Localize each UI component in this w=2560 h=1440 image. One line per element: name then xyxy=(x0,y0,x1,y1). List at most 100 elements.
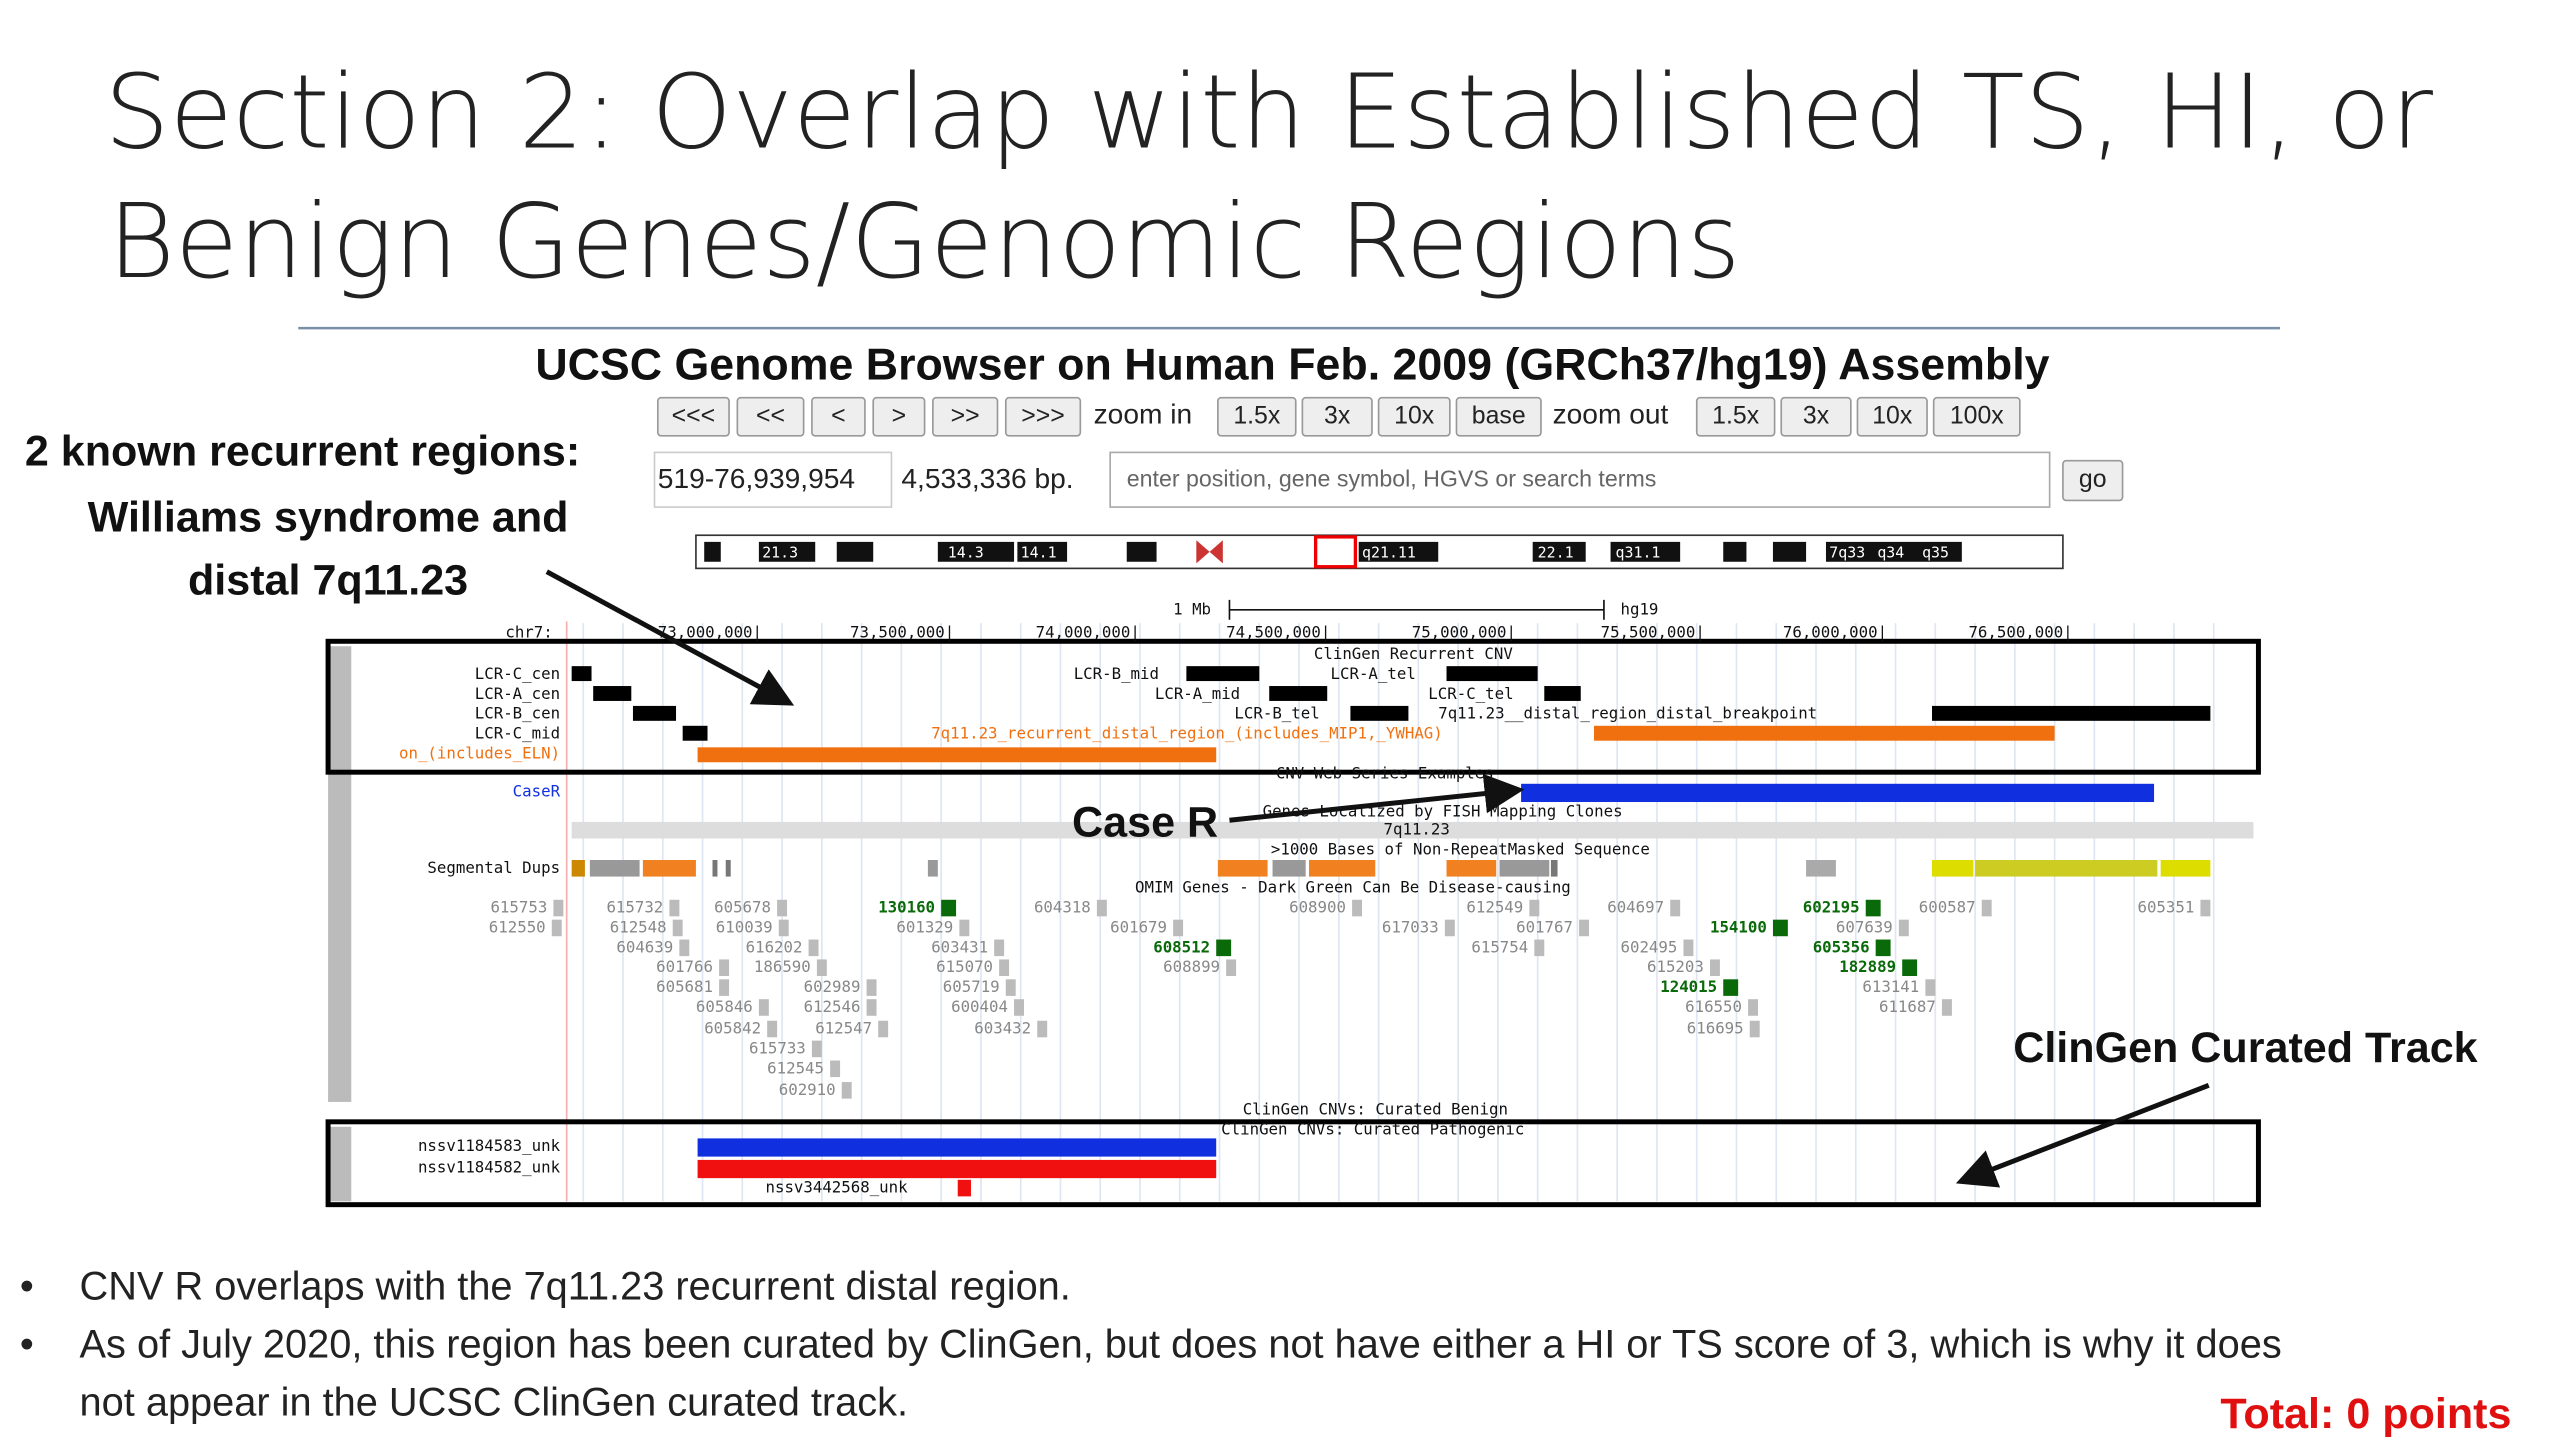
omim-gene: 613141 xyxy=(1862,977,1919,996)
track-label: on_(includes_ELN) xyxy=(399,743,560,762)
omim-gene: 600404 xyxy=(951,997,1008,1016)
size: 4,533,336 bp. xyxy=(901,463,1073,494)
omim-block xyxy=(1709,959,1720,976)
segdup xyxy=(1217,860,1268,877)
arrow xyxy=(1955,1083,2210,1188)
omim-gene: 605351 xyxy=(2137,898,2194,917)
texts: Section 2: Overlap with Established TS, … xyxy=(20,54,2512,1439)
omim-block xyxy=(758,999,769,1016)
button-label: 10x xyxy=(1872,402,1913,429)
segdup xyxy=(1446,860,1497,877)
omim-gene: 605356 xyxy=(1813,937,1870,956)
omim-block xyxy=(1748,999,1759,1016)
track-item: 7q11.23 xyxy=(1384,820,1450,839)
omim-block xyxy=(1865,899,1881,917)
omim-gene: 186590 xyxy=(754,957,811,976)
omim-gene: 603432 xyxy=(974,1019,1031,1038)
omim-block xyxy=(994,939,1005,957)
browser-heading: UCSC Genome Browser on Human Feb. 2009 (… xyxy=(535,341,2049,390)
omim-gene: 603431 xyxy=(931,937,988,956)
omim-block xyxy=(1925,979,1936,996)
track-item: LCR-C_tel xyxy=(1428,684,1513,703)
ruler-label: 75,000,000| xyxy=(1412,623,1516,642)
button xyxy=(656,396,730,437)
ruler-label: 76,500,000| xyxy=(1968,623,2072,642)
track-label: LCR-C_cen xyxy=(475,664,560,683)
button xyxy=(932,396,999,437)
segdup xyxy=(2160,860,2211,877)
button-label: go xyxy=(2079,466,2107,493)
omim-block xyxy=(1875,939,1891,957)
ruler-label: 74,000,000| xyxy=(1036,623,1140,642)
callout: Case R xyxy=(1072,799,1218,847)
button-label: base xyxy=(1472,402,1526,429)
callout: Williams syndrome and xyxy=(88,494,569,542)
segdup xyxy=(642,860,696,877)
omim-gene: 615733 xyxy=(749,1038,806,1057)
button xyxy=(1780,396,1852,437)
omim-block xyxy=(959,919,970,937)
omim-block xyxy=(1941,999,1952,1016)
search-placeholder: enter position, gene symbol, HGVS or sea… xyxy=(1127,466,1657,492)
callout: distal 7q11.23 xyxy=(188,557,468,605)
omim-block xyxy=(719,979,730,996)
omim-gene: 605681 xyxy=(656,977,713,996)
omim-gene: 604639 xyxy=(616,937,673,956)
track-title: OMIM Genes - Dark Green Can Be Disease-c… xyxy=(1135,878,1571,897)
omim-block xyxy=(553,899,564,917)
omim-block xyxy=(999,959,1010,976)
track-label: LCR-A_cen xyxy=(475,684,560,703)
track-title: >1000 Bases of Non-RepeatMasked Sequence xyxy=(1271,840,1650,859)
case-bar xyxy=(1521,783,2155,803)
omim-block xyxy=(1898,919,1909,937)
omim-block xyxy=(1670,899,1681,917)
button-label: <<< xyxy=(672,402,716,429)
track-item: LCR-A_tel xyxy=(1331,664,1416,683)
omim-gene: 617033 xyxy=(1382,917,1439,936)
zoom-label: zoom out xyxy=(1553,398,1669,429)
omim-block xyxy=(1772,919,1788,937)
segdup xyxy=(571,860,585,877)
curated-bar xyxy=(957,1179,971,1197)
bullet: not appear in the UCSC ClinGen curated t… xyxy=(80,1381,909,1425)
recurrent-bars xyxy=(571,666,2211,763)
button xyxy=(1695,396,1776,437)
button-label: << xyxy=(756,402,785,429)
segdup xyxy=(712,860,718,877)
scale-label: 1 Mb xyxy=(1173,599,1211,618)
omim-block xyxy=(1444,919,1455,937)
band-label: 14.3 xyxy=(948,543,984,561)
omim-block xyxy=(1749,1020,1760,1038)
omim-gene: 604318 xyxy=(1034,898,1091,917)
omim-block xyxy=(719,959,730,976)
track-label: nssv1184583_unk xyxy=(418,1136,561,1155)
button-label: >>> xyxy=(1021,402,1065,429)
side-strip xyxy=(328,646,352,1102)
bullet-dot: • xyxy=(20,1323,34,1367)
search-input xyxy=(1109,451,2051,508)
position: 519-76,939,954 xyxy=(658,463,855,494)
omim-gene: 615754 xyxy=(1471,937,1528,956)
omim-block xyxy=(866,979,877,996)
band-label: q34 xyxy=(1877,543,1904,561)
button-label: 3x xyxy=(1803,402,1830,429)
button-label: > xyxy=(892,402,907,429)
track-title: ClinGen CNVs: Curated Pathogenic xyxy=(1221,1120,1524,1139)
omim-gene: 615203 xyxy=(1647,957,1704,976)
segdup xyxy=(725,860,731,877)
omim-block xyxy=(1352,899,1363,917)
omim-block xyxy=(1096,899,1107,917)
omim-gene: 601767 xyxy=(1516,917,1573,936)
track-title: CNV Web Series Examples xyxy=(1276,763,1494,782)
button-label: >> xyxy=(951,402,980,429)
bullet: As of July 2020, this region has been cu… xyxy=(80,1323,2282,1367)
omim-block xyxy=(1902,959,1918,976)
omim-gene: 602495 xyxy=(1621,937,1678,956)
button xyxy=(1932,396,2021,437)
band-label: q31.1 xyxy=(1616,543,1661,561)
segdup xyxy=(1499,860,1550,877)
curated-bar xyxy=(697,1138,1217,1157)
omim-gene: 604697 xyxy=(1607,898,1664,917)
segdup xyxy=(927,860,938,877)
